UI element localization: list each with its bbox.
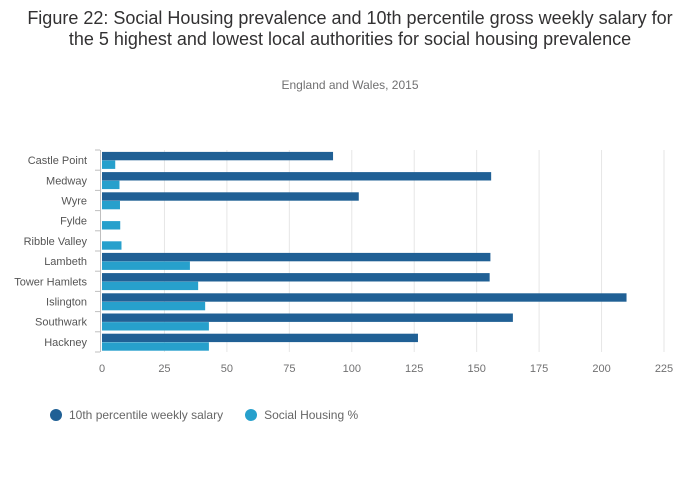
x-tick-label: 125	[405, 363, 423, 375]
category-label: Tower Hamlets	[14, 276, 87, 288]
category-label: Lambeth	[44, 256, 87, 268]
bar-salary[interactable]	[102, 151, 334, 161]
bar-social-housing[interactable]	[102, 301, 206, 311]
category-label: Castle Point	[28, 155, 87, 167]
bar-social-housing[interactable]	[102, 180, 120, 190]
x-tick-label: 100	[343, 363, 361, 375]
category-label: Medway	[46, 175, 87, 187]
bar-social-housing[interactable]	[102, 261, 190, 270]
x-tick-label: 200	[592, 363, 610, 375]
bar-salary[interactable]	[102, 313, 513, 322]
x-tick-label: 25	[158, 363, 170, 375]
legend-item-social-housing[interactable]: Social Housing %	[245, 408, 358, 422]
category-labels: Castle Point Medway Wyre Fylde Ribble Valley…	[14, 155, 87, 349]
x-tick-label: 150	[467, 363, 485, 375]
bars	[102, 151, 627, 351]
x-tick-label: 175	[530, 363, 548, 375]
category-label: Wyre	[61, 196, 87, 208]
bar-social-housing[interactable]	[102, 342, 209, 351]
bar-salary[interactable]	[102, 172, 492, 181]
bar-chart: Castle Point Medway Wyre Fylde Ribble Valley…	[14, 149, 673, 375]
legend: 10th percentile weekly salary Social Hou…	[50, 408, 358, 422]
bar-social-housing[interactable]	[102, 160, 116, 169]
legend-swatch-social-housing	[245, 409, 258, 421]
bar-salary[interactable]	[102, 273, 490, 282]
legend-label-social-housing: Social Housing %	[264, 408, 359, 422]
bar-social-housing[interactable]	[102, 241, 122, 250]
bar-salary[interactable]	[102, 192, 359, 201]
chart-title: Figure 22: Social Housing prevalence and…	[27, 8, 673, 49]
legend-item-salary[interactable]: 10th percentile weekly salary	[50, 408, 223, 422]
bar-salary[interactable]	[102, 333, 418, 343]
x-tick-label: 75	[283, 363, 295, 375]
category-label: Hackney	[44, 337, 87, 349]
category-label: Southwark	[35, 317, 87, 329]
category-label: Islington	[46, 297, 87, 309]
x-tick-label: 50	[221, 363, 233, 375]
bar-salary[interactable]	[102, 293, 627, 302]
legend-label-salary: 10th percentile weekly salary	[69, 408, 224, 422]
category-label: Ribble Valley	[24, 236, 88, 248]
bar-social-housing[interactable]	[102, 281, 199, 291]
bar-social-housing[interactable]	[102, 322, 209, 331]
bar-social-housing[interactable]	[102, 221, 121, 230]
category-label: Fylde	[60, 216, 87, 228]
y-axis	[95, 149, 101, 353]
x-tick-label: 225	[655, 363, 673, 375]
legend-swatch-salary	[50, 409, 62, 421]
x-tick-labels: 0 25 50 75 100 125 150 175 200 225	[99, 363, 673, 375]
bar-salary[interactable]	[102, 252, 491, 262]
x-tick-label: 0	[99, 363, 105, 375]
chart-subtitle: England and Wales, 2015	[281, 78, 419, 92]
bar-social-housing[interactable]	[102, 200, 120, 210]
